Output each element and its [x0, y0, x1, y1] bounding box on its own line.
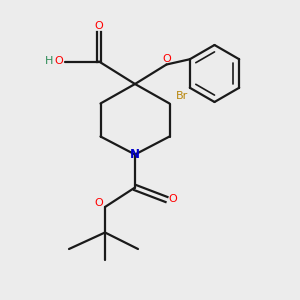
Text: H: H [45, 56, 53, 67]
Text: N: N [130, 148, 140, 161]
Text: O: O [169, 194, 178, 205]
Text: O: O [55, 56, 64, 67]
Text: O: O [162, 53, 171, 64]
Text: Br: Br [176, 91, 188, 101]
Text: O: O [94, 198, 103, 208]
Text: O: O [94, 21, 103, 31]
